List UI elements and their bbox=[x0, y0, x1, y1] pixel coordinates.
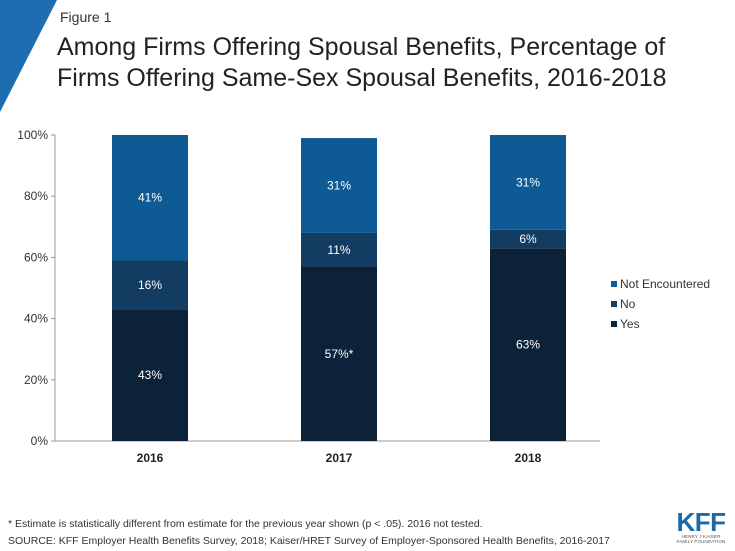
y-tick-label: 100% bbox=[17, 128, 48, 142]
bar-segment-yes-2018 bbox=[490, 248, 566, 441]
bar-segment-not-encountered-2016 bbox=[112, 135, 188, 261]
legend-swatch-yes bbox=[611, 321, 617, 327]
y-tick-label: 80% bbox=[24, 189, 48, 203]
logo-line-2: FAMILY FOUNDATION bbox=[676, 539, 726, 545]
logo-line-1: HENRY J KAISER bbox=[681, 534, 721, 539]
legend-label-no: No bbox=[620, 297, 636, 311]
logo-subtitle: HENRY J KAISER FAMILY FOUNDATION bbox=[673, 534, 729, 545]
corner-accent bbox=[0, 0, 57, 112]
data-label-yes-2018: 63% bbox=[516, 338, 540, 352]
stacked-bar-chart: 0% 20% 40% 60% 80% 100% 43% 16% 41% 2016 57%* 11% 31… bbox=[17, 128, 710, 465]
bar-segment-yes-2016 bbox=[112, 309, 188, 441]
y-tick-label: 20% bbox=[24, 373, 48, 387]
legend-label-not-encountered: Not Encountered bbox=[620, 277, 710, 291]
y-tick-label: 60% bbox=[24, 250, 48, 264]
data-label-not-encountered-2016: 41% bbox=[138, 191, 162, 205]
data-label-yes-2016: 43% bbox=[138, 368, 162, 382]
bar-segment-not-encountered-2018 bbox=[490, 135, 566, 230]
source-note: SOURCE: KFF Employer Health Benefits Sur… bbox=[8, 535, 610, 547]
corner-accent-triangle bbox=[0, 0, 57, 112]
figure-label: Figure 1 bbox=[60, 9, 112, 25]
x-tick-label: 2016 bbox=[137, 451, 164, 465]
bar-segment-not-encountered-2017 bbox=[301, 138, 377, 233]
data-label-no-2016: 16% bbox=[138, 278, 162, 292]
x-tick-label: 2017 bbox=[326, 451, 353, 465]
bar-segment-no-2018 bbox=[490, 229, 566, 249]
legend-label-yes: Yes bbox=[620, 317, 640, 331]
x-tick-label: 2018 bbox=[515, 451, 542, 465]
y-tick-label: 0% bbox=[31, 434, 49, 448]
legend-swatch-not-encountered bbox=[611, 281, 617, 287]
bar-segment-no-2016 bbox=[112, 260, 188, 310]
logo-mark: KFF bbox=[676, 507, 726, 537]
chart-title: Among Firms Offering Spousal Benefits, P… bbox=[57, 33, 667, 92]
footnote: * Estimate is statistically different fr… bbox=[8, 518, 483, 530]
data-label-not-encountered-2017: 31% bbox=[327, 178, 351, 192]
data-label-not-encountered-2018: 31% bbox=[516, 175, 540, 189]
data-label-no-2017: 11% bbox=[327, 243, 350, 257]
bar-segment-no-2017 bbox=[301, 232, 377, 267]
legend-swatch-no bbox=[611, 301, 617, 307]
y-tick-label: 40% bbox=[24, 312, 48, 326]
data-label-no-2018: 6% bbox=[519, 232, 537, 246]
bar-segment-yes-2017 bbox=[301, 266, 377, 441]
data-label-yes-2017: 57%* bbox=[325, 347, 354, 361]
kff-logo: KFF HENRY J KAISER FAMILY FOUNDATION bbox=[673, 507, 729, 545]
